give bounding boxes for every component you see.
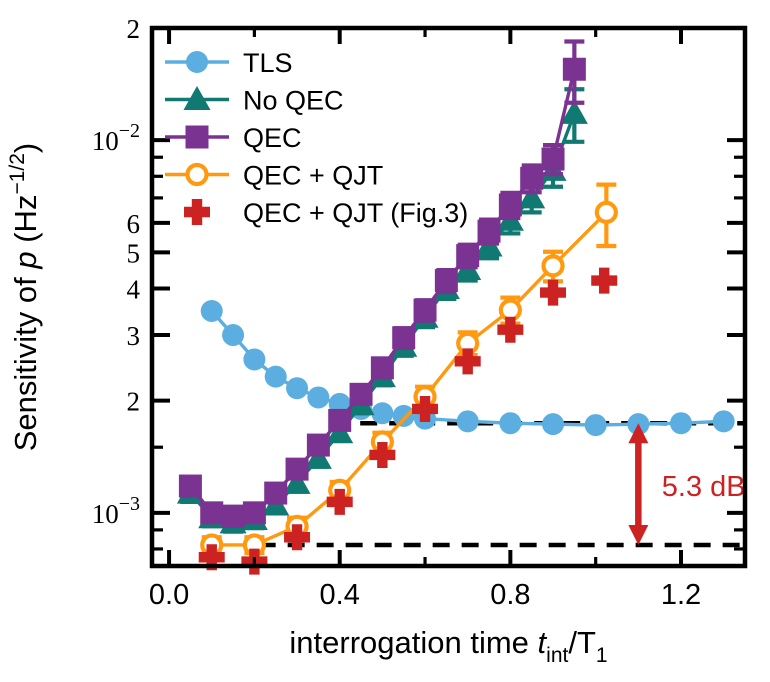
legend-item-no-qec[interactable]: No QEC [165,86,344,116]
data-point [200,300,223,323]
data-point [454,348,481,375]
annotations-layer: 5.3 dB [628,423,746,545]
data-point [412,395,439,422]
data-point [326,488,353,515]
legend-item-qec[interactable]: QEC [165,123,302,153]
data-point [560,99,588,124]
series-qec [178,39,586,528]
data-point [221,504,245,528]
y-tick-label: 3 [127,321,141,351]
data-point [328,408,352,432]
legend-marker [186,51,208,73]
data-point [178,474,202,498]
data-point [540,279,567,306]
data-point [286,377,309,400]
legend-item-qec-qjt-fig-3[interactable]: QEC + QJT (Fig.3) [184,198,468,228]
y-tick-label: 6 [127,209,141,239]
data-point [392,326,416,350]
data-point [264,481,288,505]
data-point [456,244,480,268]
legend-marker [185,125,209,149]
data-point [349,382,373,406]
data-point [285,457,309,481]
plot-frame [149,25,748,569]
data-point [562,57,586,81]
data-point [541,147,565,171]
y-tick-label: 4 [127,274,141,304]
legend-label: QEC + QJT [243,161,383,191]
data-point [283,469,311,494]
x-tick-label: 0.8 [490,579,530,611]
data-point [497,316,524,343]
data-point [371,402,394,425]
data-point [307,386,330,409]
data-point [222,324,245,347]
annotation-label: 5.3 dB [662,471,746,503]
axes-layer: 0.0 0.4 0.8 1.2 2 10−2 65 4 3 2 10−3 [92,14,748,611]
data-point [434,269,458,293]
x-axis-title: interrogation time tint/T1 [289,625,607,667]
y-tick-label: 2 [127,387,141,417]
x-tick-label: 0.4 [320,579,360,611]
legend-label: TLS [243,48,293,78]
arrow-head-down [628,524,649,545]
data-point [200,501,224,525]
series-line [210,210,609,547]
data-point [243,348,266,371]
data-point [498,193,522,217]
data-point [306,433,330,457]
legend-marker [184,199,210,225]
data-point [518,184,546,209]
data-point [413,298,437,322]
legend-item-qec-qjt[interactable]: QEC + QJT [165,161,383,191]
data-point [369,441,396,468]
data-point [456,410,479,433]
data-point [477,219,501,243]
data-point [542,413,565,436]
y-tick-label: 2 [127,14,141,44]
y-tick-label: 10−2 [92,120,140,156]
x-tick-label: 0.0 [149,579,189,611]
data-point [591,267,618,294]
data-point [594,200,618,225]
data-point [264,365,287,388]
legend-marker [183,86,211,111]
legend-marker [185,162,209,187]
data-point [584,414,607,437]
arrow-head-up [628,423,649,444]
data-point [541,254,565,278]
data-point [392,404,415,427]
data-point [198,544,225,571]
y-tick-label: 10−3 [92,493,140,529]
x-tick-label: 1.2 [661,579,701,611]
legend-label: QEC [243,123,302,153]
data-point [499,412,522,435]
data-point [520,166,544,190]
data-point [370,356,394,380]
improvement-arrow: 5.3 dB [628,423,746,545]
y-axis-title: Sensitivity of p (Hz−1/2) [6,143,43,452]
axis-titles-layer: interrogation time tint/T1 Sensitivity of… [6,143,608,667]
data-series-layer [176,39,735,575]
y-tick-label: 5 [127,238,141,268]
data-point [670,412,693,435]
legend-layer: TLS No QEC QEC QEC + QJT QEC + QJT (Fig.3) [165,48,468,228]
legend-label: QEC + QJT (Fig.3) [243,198,468,228]
data-point [304,444,332,469]
series-qec-qjt [200,182,618,557]
data-point [242,501,266,525]
data-point [712,410,735,433]
data-point [284,524,311,551]
legend-item-tls[interactable]: TLS [165,48,293,78]
legend-label: No QEC [243,86,344,116]
